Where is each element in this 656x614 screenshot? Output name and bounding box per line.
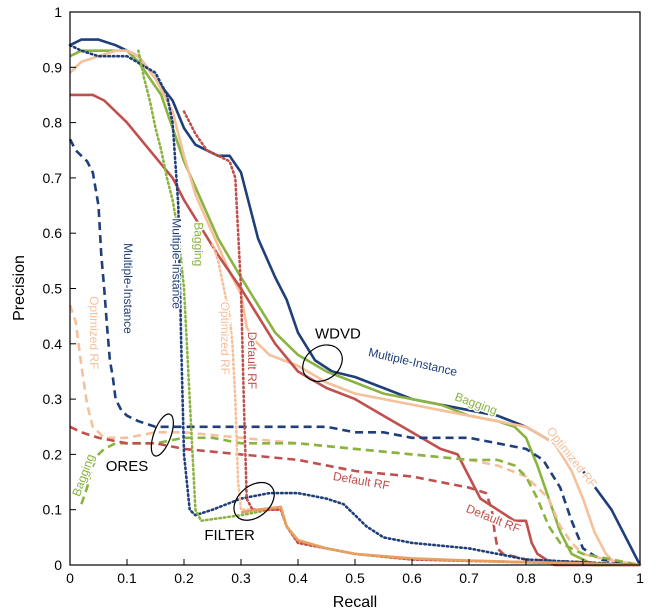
x-tick-label: 1 [636, 570, 644, 586]
series-line-ores-default-rf [69, 425, 641, 567]
x-tick-label: 0.3 [231, 570, 251, 586]
y-tick-label: 0.6 [43, 225, 63, 241]
y-tick-label: 0.8 [43, 115, 63, 131]
ores-bagging-label: Bagging [69, 452, 97, 498]
filter-mi-label: Multiple-Instance [170, 218, 184, 309]
y-tick-label: 0.3 [43, 391, 63, 407]
group-label-ores: ORES [106, 458, 149, 475]
y-axis-ticks: 0 0.1 0.2 0.3 0.4 0.5 0.6 0.7 0.8 0.9 1 [43, 4, 76, 573]
filter-bagging-label: Bagging [191, 222, 205, 266]
wdvd-ellipse [302, 344, 343, 382]
y-tick-label: 1 [54, 4, 62, 20]
x-tick-label: 0.6 [402, 570, 422, 586]
group-ellipses [150, 344, 343, 521]
series-line-filter-optimized-rf [211, 243, 642, 567]
series-line-ores-bagging [80, 436, 641, 567]
x-tick-label: 0.5 [345, 570, 365, 586]
group-label-filter: FILTER [204, 527, 255, 544]
plot-lines [68, 38, 642, 567]
wdvd-mi-label: Multiple-Instance [367, 345, 459, 379]
x-tick-label: 0.8 [516, 570, 536, 586]
x-axis-ticks: 0 0.1 0.2 0.3 0.4 0.5 0.6 0.7 0.8 0.9 1 [66, 559, 644, 586]
ores-mi-label: Multiple-Instance [121, 243, 135, 334]
series-line-filter-multiple-instance [68, 43, 642, 567]
filter-ellipse [233, 481, 275, 521]
y-tick-label: 0.1 [43, 502, 63, 518]
ores-ellipse [150, 413, 174, 457]
group-labels: WDVD ORES FILTER [104, 324, 362, 546]
x-tick-label: 0.7 [459, 570, 479, 586]
series-line-ores-multiple-instance [68, 138, 641, 567]
y-tick-label: 0.9 [43, 59, 63, 75]
wdvd-opt-rf-label: Optimized RF [544, 424, 600, 490]
y-tick-label: 0 [54, 557, 62, 573]
y-axis-label: Precision [11, 255, 28, 321]
group-label-wdvd: WDVD [315, 325, 361, 342]
y-tick-label: 0.4 [43, 336, 63, 352]
series-labels: Multiple-Instance Bagging Optimized RF Defa… [68, 217, 602, 538]
x-tick-label: 0.1 [117, 570, 137, 586]
y-tick-label: 0.5 [43, 281, 63, 297]
filter-default-rf-label: Default RF [245, 332, 259, 389]
series-line-wdvd-default-rf [70, 93, 640, 567]
filter-opt-rf-label: Optimized RF [218, 302, 232, 375]
x-tick-label: 0.4 [288, 570, 308, 586]
y-tick-label: 0.2 [43, 446, 63, 462]
series-line-ores-optimized-rf [68, 304, 641, 567]
series-line-filter-baseline [240, 505, 641, 567]
x-tick-label: 0.2 [174, 570, 194, 586]
ores-opt-rf-label: Optimized RF [87, 296, 101, 369]
x-axis-label: Recall [333, 594, 377, 611]
x-tick-label: 0.9 [573, 570, 593, 586]
x-tick-label: 0 [66, 570, 74, 586]
y-tick-label: 0.7 [43, 170, 63, 186]
